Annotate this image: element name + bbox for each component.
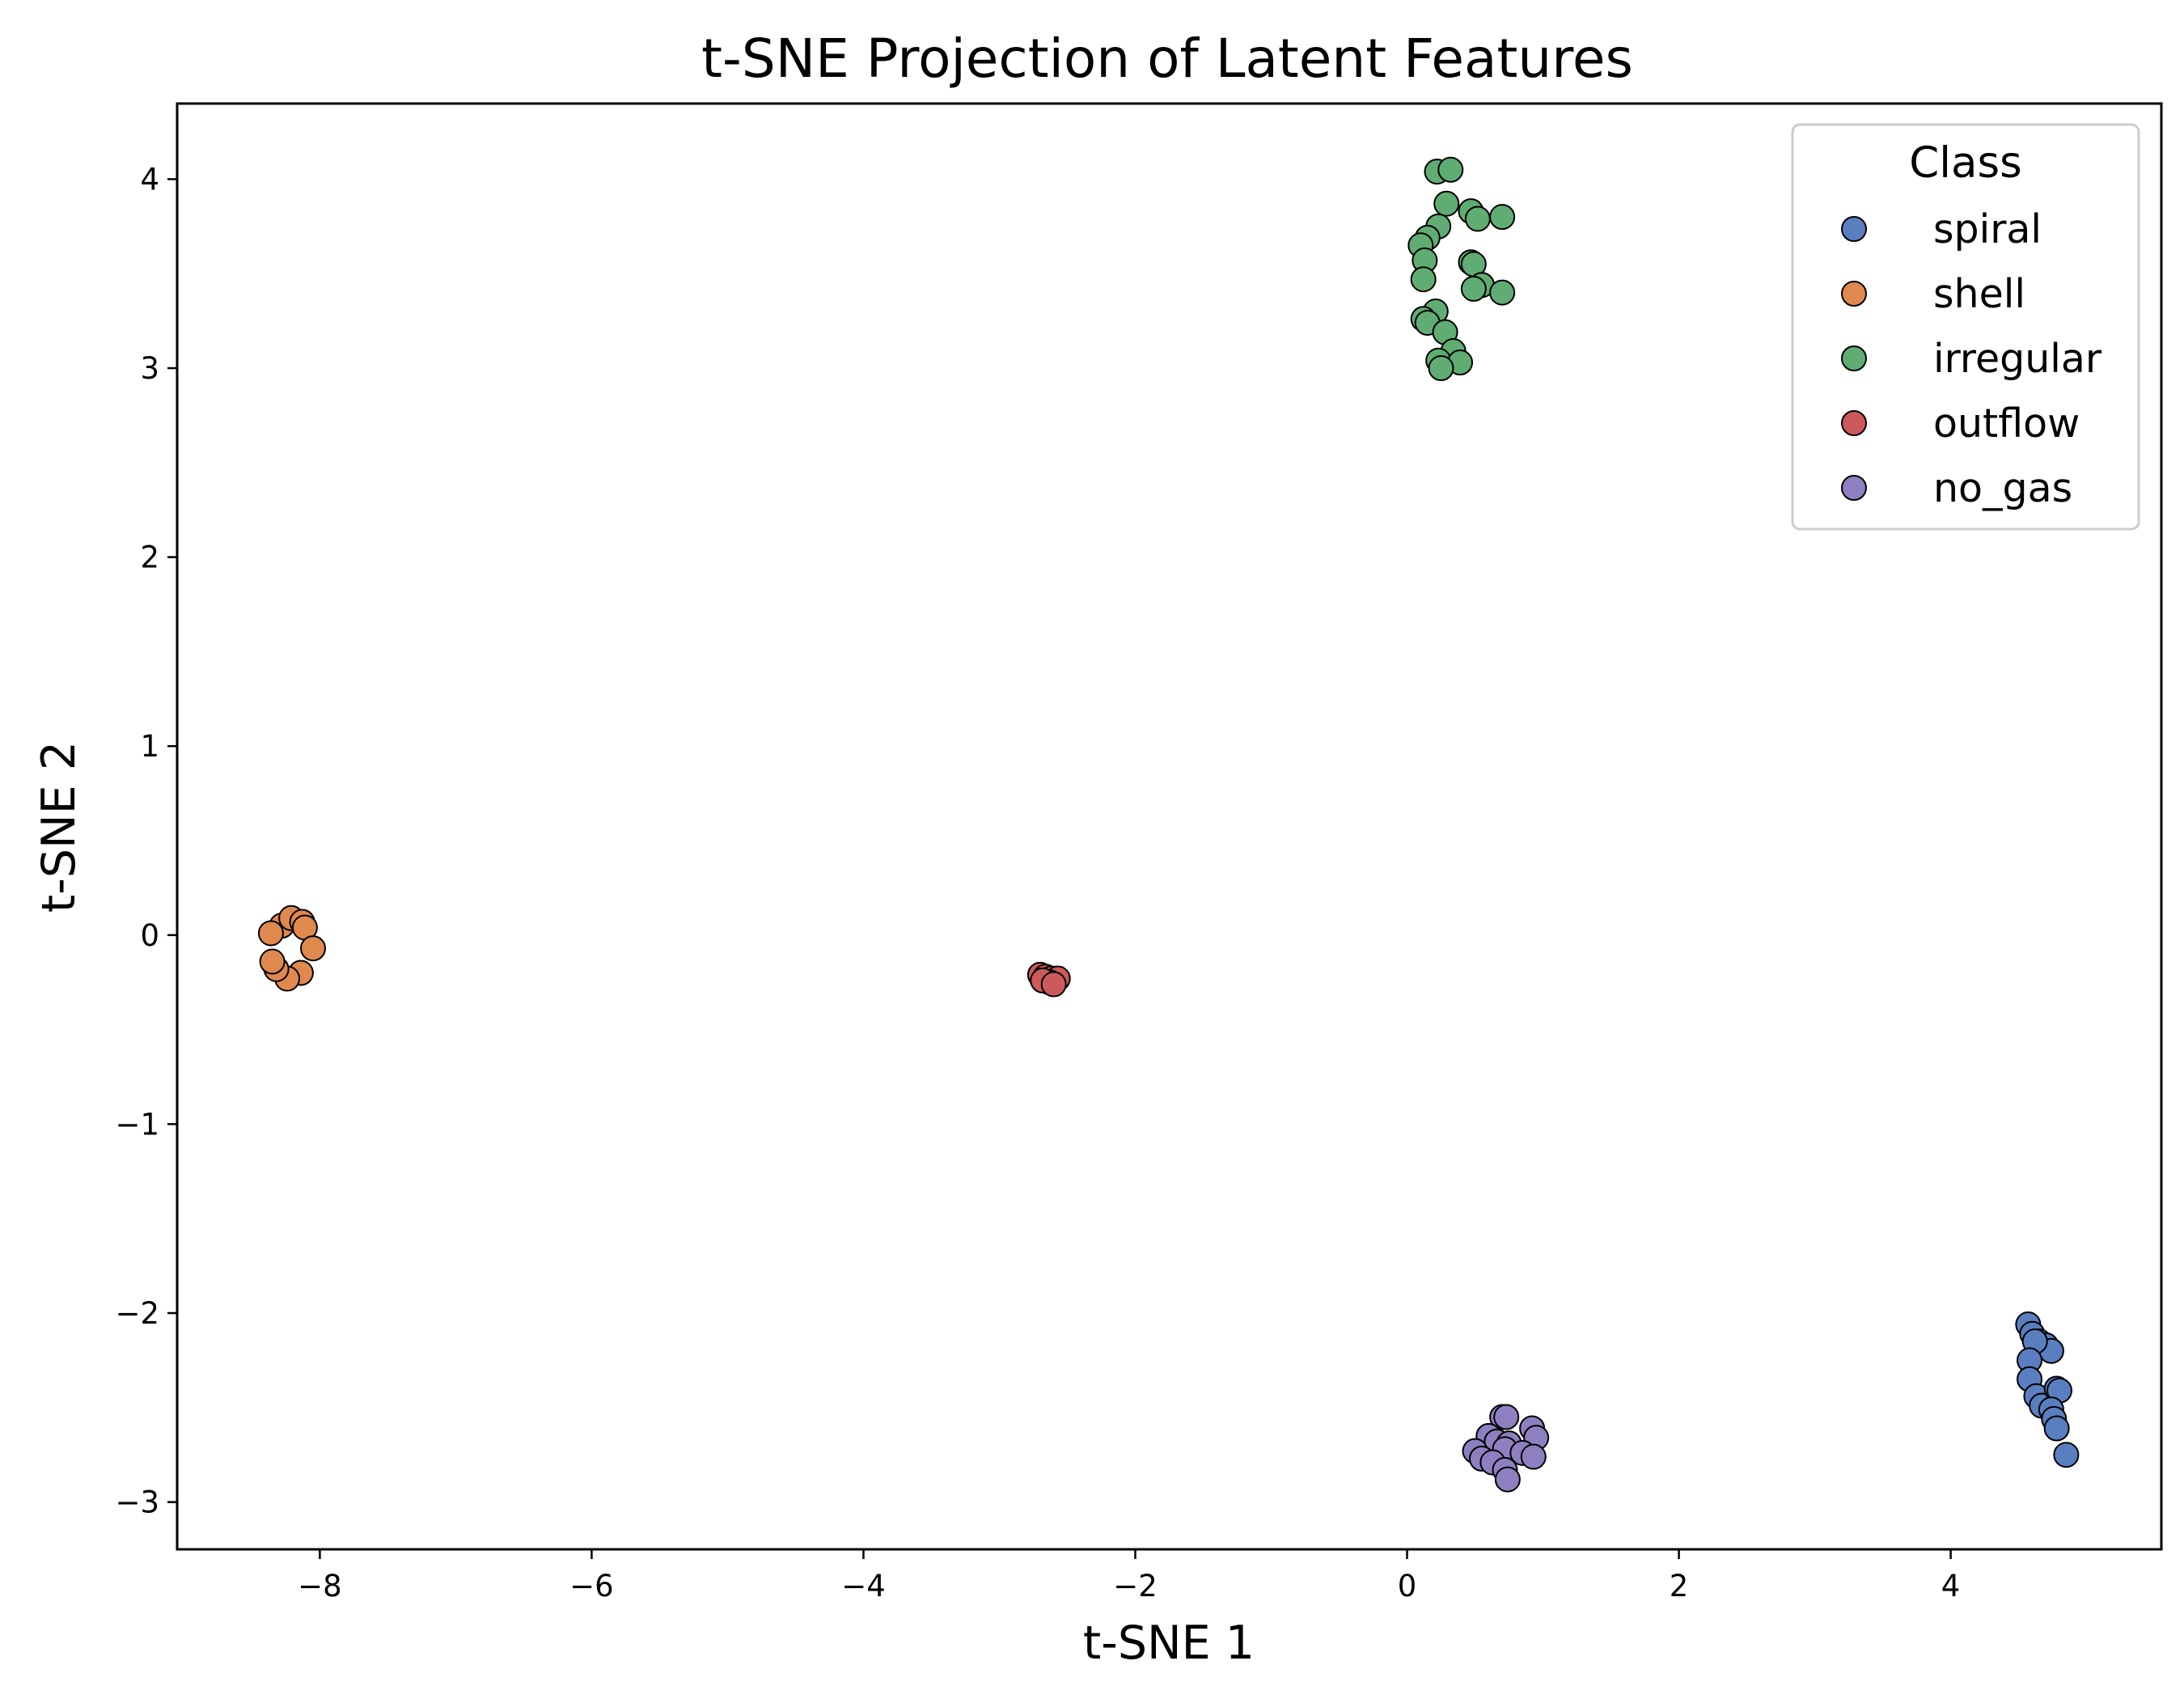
y-tick-label: 1 [140, 729, 159, 764]
y-axis: −3 −2 −1 0 1 2 3 4 [115, 162, 177, 1520]
point-irregular [1489, 204, 1516, 231]
legend-label-irregular: irregular [1933, 336, 2102, 382]
y-tick-label: −3 [115, 1485, 159, 1520]
chart-title: t-SNE Projection of Latent Features [701, 28, 1633, 90]
legend-label-spiral: spiral [1933, 206, 2042, 252]
legend-marker-no_gas [1841, 475, 1867, 501]
x-tick-label: −2 [1113, 1569, 1158, 1604]
x-tick-label: −6 [569, 1569, 614, 1604]
y-tick-label: 0 [140, 918, 159, 953]
legend-marker-irregular [1841, 345, 1867, 371]
y-axis-label: t-SNE 2 [32, 741, 86, 913]
point-irregular [1464, 205, 1491, 232]
y-tick-label: 4 [140, 162, 159, 197]
x-axis-label: t-SNE 1 [1083, 1616, 1255, 1670]
x-tick-label: 0 [1398, 1569, 1417, 1604]
point-irregular [1460, 275, 1487, 302]
y-tick-label: −1 [115, 1107, 159, 1142]
x-tick-label: −8 [298, 1569, 342, 1604]
legend-entries: spiral shell irregular outflow no_gas [1841, 206, 2102, 511]
plot-points [257, 156, 2080, 1493]
point-irregular [1410, 266, 1437, 293]
point-irregular [1489, 279, 1516, 306]
point-no_gas [1493, 1404, 1520, 1430]
legend-label-shell: shell [1933, 271, 2025, 317]
point-no_gas [1520, 1443, 1547, 1470]
legend-label-no_gas: no_gas [1933, 465, 2072, 511]
legend-frame [1791, 123, 2140, 531]
point-irregular [1437, 156, 1464, 183]
y-tick-label: 3 [140, 351, 159, 386]
point-shell [300, 935, 327, 962]
y-tick-label: 2 [140, 540, 159, 575]
y-tick-label: −2 [115, 1296, 159, 1331]
point-irregular [1428, 355, 1454, 382]
legend-marker-outflow [1841, 410, 1867, 436]
plot-frame [176, 102, 2163, 1551]
legend: Class spiral shell irregular outflow no_gas [1791, 123, 2140, 531]
legend-title: Class [1909, 138, 2021, 188]
point-spiral [2043, 1415, 2070, 1442]
point-shell [259, 948, 286, 975]
point-spiral [2053, 1442, 2080, 1468]
x-axis: −8 −6 −4 −2 0 2 4 [298, 1549, 1960, 1604]
legend-marker-spiral [1841, 216, 1867, 242]
legend-marker-shell [1841, 281, 1867, 307]
x-tick-label: 2 [1670, 1569, 1689, 1604]
point-irregular [1433, 190, 1460, 217]
x-tick-label: −4 [841, 1569, 886, 1604]
x-tick-label: 4 [1941, 1569, 1961, 1604]
legend-label-outflow: outflow [1933, 400, 2080, 447]
point-no_gas [1494, 1466, 1521, 1493]
point-shell [257, 920, 284, 947]
point-outflow [1040, 971, 1067, 998]
